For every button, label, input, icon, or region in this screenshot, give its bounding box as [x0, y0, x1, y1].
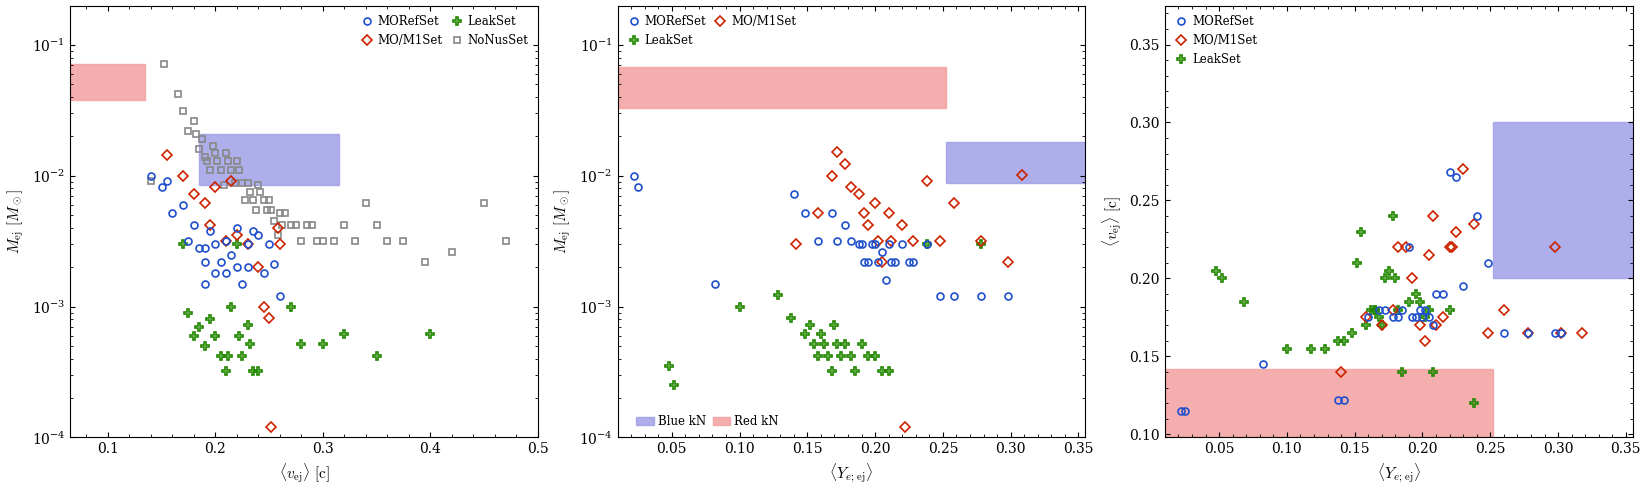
Bar — [1165, 369, 1493, 437]
Bar — [199, 134, 339, 185]
X-axis label: $\langle Y_{e;\,{\rm ej}} \rangle$: $\langle Y_{e;\,{\rm ej}} \rangle$ — [1376, 462, 1421, 485]
Y-axis label: $\langle v_{\rm ej} \rangle\ [{\rm c}]$: $\langle v_{\rm ej} \rangle\ [{\rm c}]$ — [1101, 196, 1124, 247]
Bar — [618, 67, 946, 108]
X-axis label: $\langle v_{\rm ej} \rangle\ [{\rm c}]$: $\langle v_{\rm ej} \rangle\ [{\rm c}]$ — [279, 462, 330, 486]
X-axis label: $\langle Y_{e;\,{\rm ej}} \rangle$: $\langle Y_{e;\,{\rm ej}} \rangle$ — [829, 462, 873, 485]
Y-axis label: $M_{\rm ej}\ [M_\odot]$: $M_{\rm ej}\ [M_\odot]$ — [554, 189, 574, 254]
Bar — [1493, 122, 1633, 278]
Y-axis label: $M_{\rm ej}\ [M_\odot]$: $M_{\rm ej}\ [M_\odot]$ — [5, 189, 26, 254]
Legend: MORefSet, MO/M1Set, LeakSet, NoNusSet: MORefSet, MO/M1Set, LeakSet, NoNusSet — [356, 11, 532, 51]
Legend: MORefSet, MO/M1Set, LeakSet: MORefSet, MO/M1Set, LeakSet — [1170, 11, 1261, 69]
Bar — [71, 64, 145, 100]
Legend: Blue kN, Red kN: Blue kN, Red kN — [633, 411, 783, 432]
Bar — [946, 142, 1086, 183]
